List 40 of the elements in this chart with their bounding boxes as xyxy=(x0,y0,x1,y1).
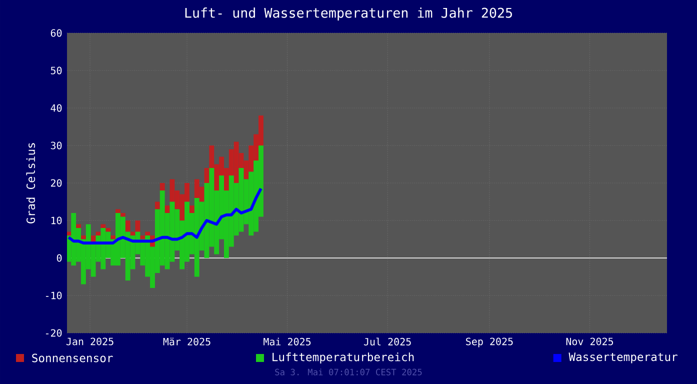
bar xyxy=(164,205,170,213)
bar xyxy=(189,205,194,213)
bar xyxy=(160,182,165,190)
y-tick-label: 50 xyxy=(50,66,62,74)
x-tick-label: Nov 2025 xyxy=(566,338,614,346)
bar xyxy=(120,212,126,217)
y-tick-label: 30 xyxy=(50,142,62,150)
legend-label: Wassertemperatur xyxy=(568,352,678,364)
x-tick-label: Sep 2025 xyxy=(466,338,513,348)
bar xyxy=(125,220,130,232)
bar xyxy=(130,232,136,236)
bar xyxy=(76,224,81,228)
x-tick-label: Mär 2025 xyxy=(163,338,210,346)
x-tick-label: Jan 2025 xyxy=(66,338,114,346)
text: Sa 3. Mai 07:01:07 CEST 2025 xyxy=(275,368,422,376)
bar xyxy=(106,228,111,232)
bar xyxy=(100,224,106,228)
bar xyxy=(204,168,210,183)
legend-label: Lufttemperaturbereich xyxy=(272,352,414,364)
bar xyxy=(110,235,116,240)
y-tick-label: 40 xyxy=(50,104,62,112)
x-tick-label: Mai 2025 xyxy=(264,338,311,346)
y-tick-label: 60 xyxy=(50,29,62,37)
bar xyxy=(67,232,72,236)
y-tick-label: -20 xyxy=(46,329,62,337)
y-axis-title: Grad Celsius xyxy=(26,143,36,224)
bar xyxy=(96,232,101,236)
bar xyxy=(135,220,140,232)
y-tick-label: 10 xyxy=(51,216,62,224)
y-tick-label: 20 xyxy=(50,179,62,187)
bar xyxy=(116,209,120,213)
bar xyxy=(154,202,160,210)
y-tick-label: 0 xyxy=(56,254,62,262)
x-tick-label: Jul 2025 xyxy=(364,338,411,346)
bar xyxy=(140,235,146,240)
bar xyxy=(80,235,86,240)
bar xyxy=(145,232,150,236)
y-tick-label: -10 xyxy=(46,292,62,300)
chart-title: Luft- und Wassertemperaturen im Jahr 2025 xyxy=(185,8,512,20)
legend-label: Sonnensensor xyxy=(32,354,113,362)
